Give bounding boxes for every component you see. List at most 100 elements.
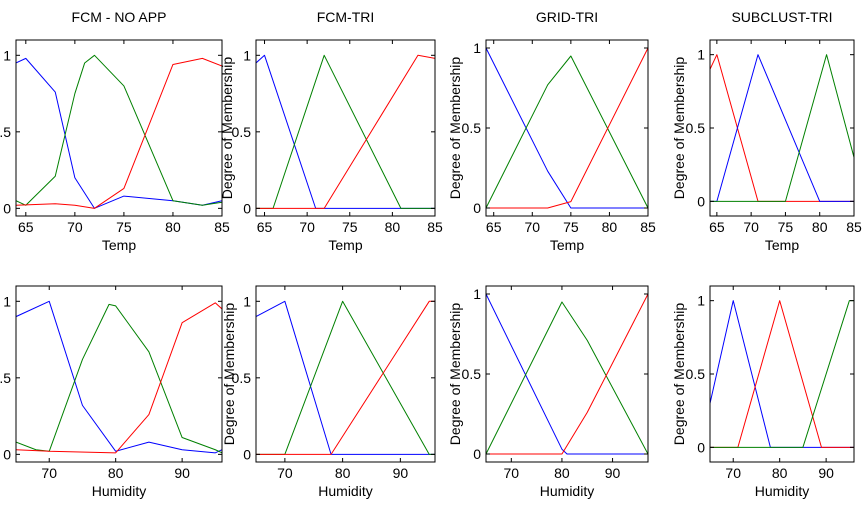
x-tick-label: 80	[108, 465, 124, 481]
green-membership-line	[710, 300, 854, 448]
y-tick-label: 0	[473, 200, 481, 216]
x-tick-label: 85	[214, 219, 230, 235]
x-tick-label: 90	[818, 465, 834, 481]
blue-membership-line	[710, 300, 854, 448]
blue-membership-line	[256, 54, 435, 209]
blue-membership-line	[256, 300, 435, 455]
x-axis-label: Temp	[550, 237, 584, 253]
blue-membership-line	[16, 300, 222, 454]
x-tick-label: 70	[725, 465, 741, 481]
x-tick-label: 75	[563, 219, 579, 235]
x-tick-label: 70	[743, 219, 759, 235]
x-axis-label: Humidity	[540, 483, 594, 499]
y-axis-label: Degree of Membership	[219, 57, 235, 200]
x-tick-label: 70	[299, 219, 315, 235]
blue-membership-line	[486, 293, 648, 455]
x-tick-label: 65	[257, 219, 273, 235]
x-tick-label: 65	[709, 219, 725, 235]
y-tick-label: 0	[3, 200, 11, 216]
red-membership-line	[16, 57, 222, 209]
y-tick-label: 0.5	[462, 366, 482, 382]
x-tick-label: 80	[812, 219, 828, 235]
subplot-8: 70 80 90 0 0.5 1 Humidity Degree of Membership	[671, 285, 855, 499]
y-tick-label: 1	[3, 47, 11, 63]
x-tick-label: 90	[605, 465, 621, 481]
axes-frame	[255, 285, 436, 463]
x-tick-label: 80	[385, 219, 401, 235]
x-axis-label: Humidity	[318, 483, 372, 499]
y-tick-label: 0	[697, 439, 705, 455]
y-tick-label: 0.5	[0, 124, 11, 140]
red-membership-line	[710, 300, 854, 448]
y-axis-label: Degree of Membership	[671, 57, 687, 200]
axes-frame	[255, 39, 436, 217]
x-tick-label: 65	[18, 219, 34, 235]
axes-frame	[485, 39, 649, 217]
y-tick-label: 0.5	[686, 120, 706, 136]
y-tick-label: 0.5	[232, 124, 252, 140]
x-tick-label: 75	[778, 219, 794, 235]
y-tick-label: 0	[243, 200, 251, 216]
x-tick-label: 70	[524, 219, 540, 235]
x-tick-label: 80	[335, 465, 351, 481]
green-membership-line	[710, 54, 854, 202]
subplot-title: FCM-TRI	[317, 9, 375, 25]
subplot-7: 70 80 90 0 0.5 1 Humidity Degree of Membership	[447, 285, 649, 499]
y-tick-label: 0.5	[232, 370, 252, 386]
green-membership-line	[256, 54, 435, 209]
y-tick-label: 1	[3, 293, 11, 309]
y-axis-label: Degree of Membership	[447, 303, 463, 446]
y-tick-label: 0	[243, 446, 251, 462]
x-tick-label: 80	[772, 465, 788, 481]
red-membership-line	[486, 293, 648, 455]
subplot-2: 65 70 75 80 85 0 0.5 1 FCM-TRI Temp Degree of Memb…	[219, 9, 443, 253]
axes-frame	[15, 285, 223, 463]
x-tick-label: 85	[846, 219, 862, 235]
y-tick-label: 0	[3, 446, 11, 462]
x-tick-label: 90	[174, 465, 190, 481]
x-axis-label: Humidity	[92, 483, 146, 499]
axes-frame	[15, 39, 223, 217]
y-axis-label: Degree of Membership	[221, 303, 237, 446]
axes-frame	[709, 39, 855, 217]
x-tick-label: 90	[393, 465, 409, 481]
y-axis-label: Degree of Membership	[447, 57, 463, 200]
green-membership-line	[486, 301, 648, 455]
x-tick-label: 85	[427, 219, 443, 235]
y-tick-label: 1	[697, 47, 705, 63]
y-tick-label: 0	[697, 193, 705, 209]
red-membership-line	[16, 302, 222, 454]
subplot-title: SUBCLUST-TRI	[731, 9, 832, 25]
x-tick-label: 70	[41, 465, 57, 481]
green-membership-line	[16, 303, 222, 454]
y-tick-label: 0.5	[462, 120, 482, 136]
subplot-title: GRID-TRI	[536, 9, 598, 25]
x-tick-label: 80	[165, 219, 181, 235]
red-membership-line	[256, 300, 435, 455]
subplot-6: 70 80 90 0 0.5 1 Humidity Degree of Membership	[221, 285, 436, 499]
x-tick-label: 70	[504, 465, 520, 481]
x-tick-label: 65	[486, 219, 502, 235]
y-tick-label: 1	[243, 293, 251, 309]
x-tick-label: 75	[342, 219, 358, 235]
x-axis-label: Humidity	[755, 483, 809, 499]
y-axis-label: Degree of Membership	[671, 303, 687, 446]
green-membership-line	[16, 54, 222, 206]
x-tick-label: 70	[277, 465, 293, 481]
subplot-4: 65 70 75 80 85 0 0.5 1 SUBCLUST-TRI Temp Degree of…	[671, 9, 862, 253]
x-tick-label: 75	[116, 219, 132, 235]
y-tick-label: 0.5	[686, 366, 706, 382]
y-tick-label: 1	[243, 47, 251, 63]
blue-membership-line	[486, 47, 648, 209]
red-membership-line	[486, 47, 648, 209]
x-axis-label: Temp	[765, 237, 799, 253]
y-tick-label: 1	[473, 40, 481, 56]
subplot-title: FCM - NO APP	[72, 9, 167, 25]
subplot-3: 65 70 75 80 85 0 0.5 1 GRID-TRI Temp Degree of Mem…	[447, 9, 656, 253]
axes-frame	[485, 285, 649, 463]
axes-frame	[709, 285, 855, 463]
y-tick-label: 1	[697, 293, 705, 309]
